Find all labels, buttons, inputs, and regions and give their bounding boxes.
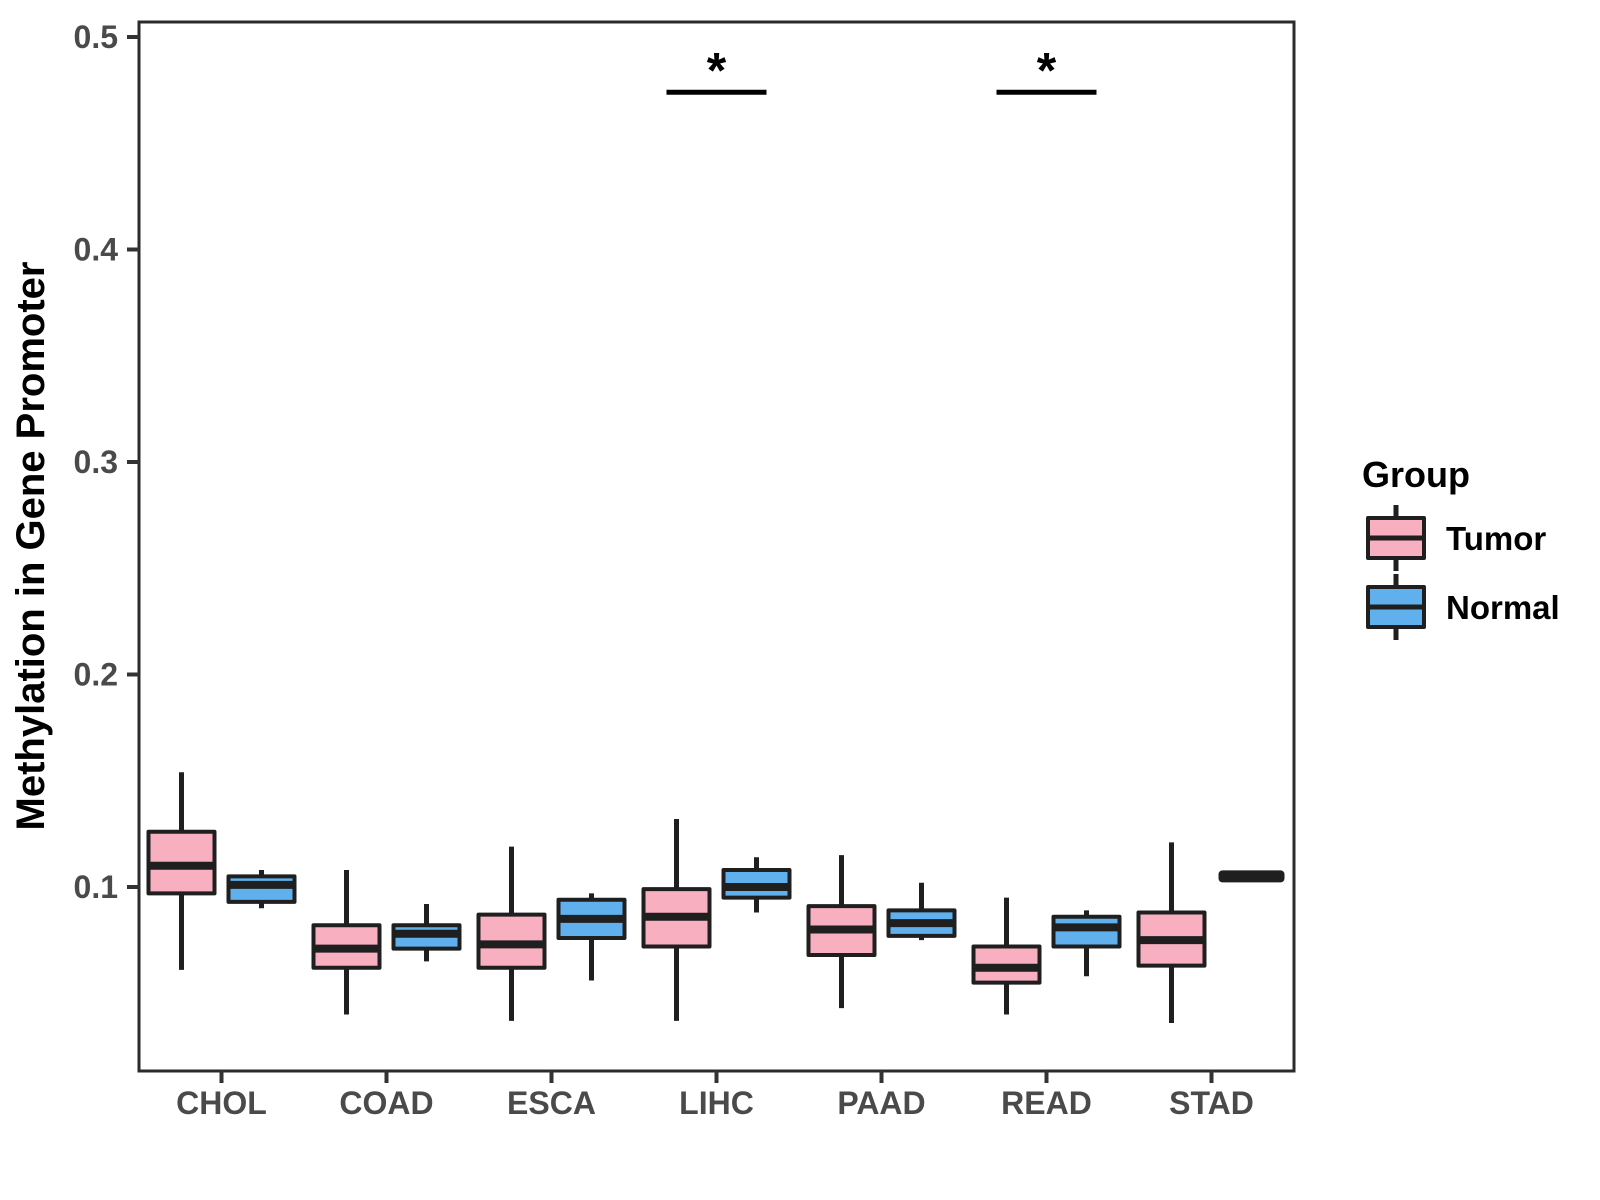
legend-title: Group: [1362, 454, 1470, 495]
boxplot-chol-tumor: [146, 772, 217, 970]
x-tick-label: READ: [1001, 1085, 1092, 1121]
legend: Group Tumor Normal: [1362, 454, 1560, 640]
x-tick-label: LIHC: [679, 1085, 754, 1121]
y-tick-label: 0.3: [74, 444, 118, 480]
boxplot-read-tumor: [971, 897, 1042, 1015]
boxplot-read-normal: [1051, 910, 1122, 977]
legend-glyph-tumor: [1366, 505, 1426, 571]
significance-asterisk: *: [1037, 42, 1057, 98]
legend-label-tumor: Tumor: [1446, 520, 1546, 557]
y-tick-label: 0.2: [74, 657, 118, 693]
legend-label-normal: Normal: [1446, 589, 1560, 626]
boxplot-paad-tumor: [806, 855, 877, 1009]
boxplot-coad-normal: [391, 904, 462, 962]
significance-asterisk: *: [707, 42, 727, 98]
boxplot-series: [146, 772, 1285, 1023]
degenerate-box: [1218, 870, 1285, 883]
y-tick-label: 0.5: [74, 19, 118, 55]
boxplot-lihc-normal: [721, 857, 792, 913]
boxplot-stad-tumor: [1136, 842, 1207, 1023]
boxplot-chol-normal: [226, 870, 297, 909]
y-axis: 0.1 0.2 0.3 0.4 0.5: [74, 19, 139, 905]
x-axis: CHOL COAD ESCA LIHC PAAD READ STAD: [176, 1071, 1254, 1121]
iqr-box: [1051, 914, 1122, 949]
boxplot-esca-normal: [556, 893, 627, 981]
legend-glyph-normal: [1366, 574, 1426, 640]
boxplot-stad-normal: [1218, 870, 1285, 883]
significance-marks: * *: [666, 42, 1097, 98]
x-tick-label: PAAD: [837, 1085, 925, 1121]
boxplot-coad-tumor: [311, 870, 382, 1015]
y-tick-label: 0.1: [74, 869, 118, 905]
legend-glyphs: [1366, 505, 1426, 640]
y-axis-title: Methylation in Gene Promoter: [9, 262, 53, 831]
y-tick-label: 0.4: [74, 232, 119, 268]
plot-panel-border: [137, 20, 1296, 1073]
boxplot-paad-normal: [886, 882, 957, 941]
x-tick-label: COAD: [339, 1085, 433, 1121]
x-tick-label: ESCA: [507, 1085, 596, 1121]
x-tick-label: CHOL: [176, 1085, 267, 1121]
boxplot-esca-tumor: [476, 846, 547, 1021]
x-tick-label: STAD: [1169, 1085, 1254, 1121]
plot-panel: [137, 20, 1296, 1073]
iqr-box: [226, 874, 297, 904]
boxplot-lihc-tumor: [641, 819, 712, 1021]
